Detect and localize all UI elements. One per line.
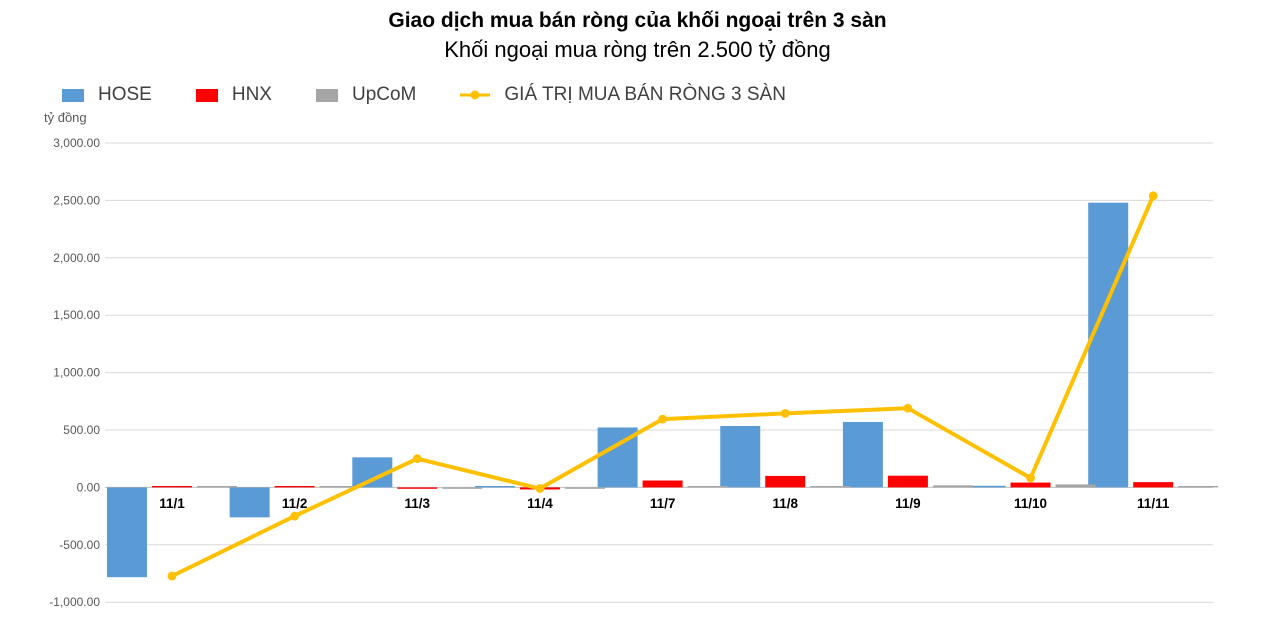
y-axis-tick-label: 1,000.00 (53, 366, 100, 380)
y-axis-tick-label: 2,500.00 (53, 193, 100, 207)
x-axis-labels: 11/1 11/2 11/3 11/4 11/7 11/8 11/9 11/10 11/11 (159, 496, 1170, 511)
legend-item-total-line[interactable]: GIÁ TRỊ MUA BÁN RÒNG 3 SÀN (460, 84, 786, 106)
gridlines: 3,000.00 2,500.00 2,000.00 1,500.00 1,000.00… (49, 136, 1213, 609)
x-axis-tick-label: 11/3 (405, 496, 431, 511)
bar-upcom-11/1 (197, 486, 237, 488)
bar-hose-11/8 (720, 425, 761, 488)
y-axis-tick-label: 500.00 (63, 423, 100, 437)
legend-item-upcom[interactable]: UpCoM (315, 84, 417, 106)
hose-series-swatch-icon (62, 88, 84, 102)
y-axis-tick-label: 3,000.00 (53, 136, 100, 150)
bar-hnx-11/7 (642, 480, 683, 488)
chart-title: Giao dịch mua bán ròng của khối ngoại tr… (388, 9, 887, 32)
bar-hnx-11/9 (887, 475, 928, 488)
bar-upcom-11/4 (564, 487, 605, 489)
total-line-marker-11/9 (903, 403, 913, 413)
x-axis-tick-label: 11/11 (1137, 496, 1170, 511)
x-axis-tick-label: 11/10 (1014, 496, 1047, 511)
chart-header: Giao dịch mua bán ròng của khối ngoại tr… (0, 8, 1275, 65)
total-line-series (167, 191, 1158, 581)
bar-upcom-11/11 (1178, 486, 1219, 488)
bar-hnx-11/10 (1010, 482, 1051, 488)
bar-hnx-11/11 (1133, 482, 1174, 488)
legend-label-total-line: GIÁ TRỊ MUA BÁN RÒNG 3 SÀN (504, 84, 786, 105)
bar-upcom-11/2 (319, 486, 360, 488)
upcom-series-swatch-icon (315, 88, 338, 102)
legend-label-upcom: UpCoM (351, 84, 417, 105)
x-axis-tick-label: 11/7 (650, 496, 676, 511)
total-line-marker-11/3 (412, 454, 422, 464)
x-axis-tick-label: 11/1 (159, 496, 185, 511)
total-line-marker-11/8 (780, 408, 790, 418)
y-axis-tick-label: -1,000.00 (49, 595, 100, 609)
y-axis-tick-label: 0.00 (77, 480, 101, 494)
bar-hose-11/1 (107, 487, 147, 578)
bar-upcom-11/8 (810, 486, 851, 488)
line-series-swatch-icon (460, 90, 491, 100)
total-line-marker-11/1 (167, 571, 177, 581)
legend-item-hnx[interactable]: HNX (195, 84, 272, 106)
legend-item-hose[interactable]: HOSE (62, 84, 152, 106)
bar-series (107, 202, 1219, 578)
chart-subtitle: Khối ngoại mua ròng trên 2.500 tỷ đồng (444, 37, 831, 63)
bar-upcom-11/9 (932, 485, 973, 488)
y-axis-tick-label: 1,500.00 (53, 308, 100, 322)
total-line-marker-11/11 (1148, 191, 1158, 201)
x-axis-tick-label: 11/8 (772, 496, 798, 511)
bar-hose-11/9 (842, 421, 883, 488)
bar-hose-11/4 (474, 486, 515, 488)
bar-upcom-11/10 (1055, 484, 1096, 488)
total-line-marker-11/7 (658, 414, 667, 424)
total-line-marker-11/4 (535, 484, 545, 493)
total-line-marker-11/10 (1026, 473, 1035, 483)
y-axis-tick-label: 2,000.00 (53, 251, 100, 265)
hnx-series-swatch-icon (195, 88, 218, 102)
legend: HOSE HNX UpCoM GIÁ TRỊ MUA BÁN RÒNG 3 SÀ… (62, 84, 786, 106)
bar-upcom-11/7 (687, 486, 728, 488)
axis-unit-label: tỷ đồng (44, 110, 87, 125)
x-axis-tick-label: 11/2 (282, 496, 308, 511)
bar-hnx-11/2 (274, 486, 315, 488)
legend-label-hnx: HNX (231, 84, 272, 105)
bar-hose-11/11 (1088, 202, 1129, 488)
y-axis-tick-label: -500.00 (59, 538, 100, 552)
bar-hose-11/2 (229, 487, 270, 518)
bar-hose-11/10 (965, 485, 1006, 488)
bar-upcom-11/3 (442, 487, 483, 489)
x-axis-tick-label: 11/4 (527, 496, 553, 511)
legend-label-hose: HOSE (98, 84, 152, 105)
bar-hnx-11/1 (152, 486, 192, 488)
total-line-path (170, 193, 1156, 579)
x-axis-tick-label: 11/9 (895, 496, 921, 511)
bar-hnx-11/8 (765, 475, 806, 488)
total-line-marker-11/2 (290, 511, 300, 521)
bar-hnx-11/3 (397, 487, 438, 489)
